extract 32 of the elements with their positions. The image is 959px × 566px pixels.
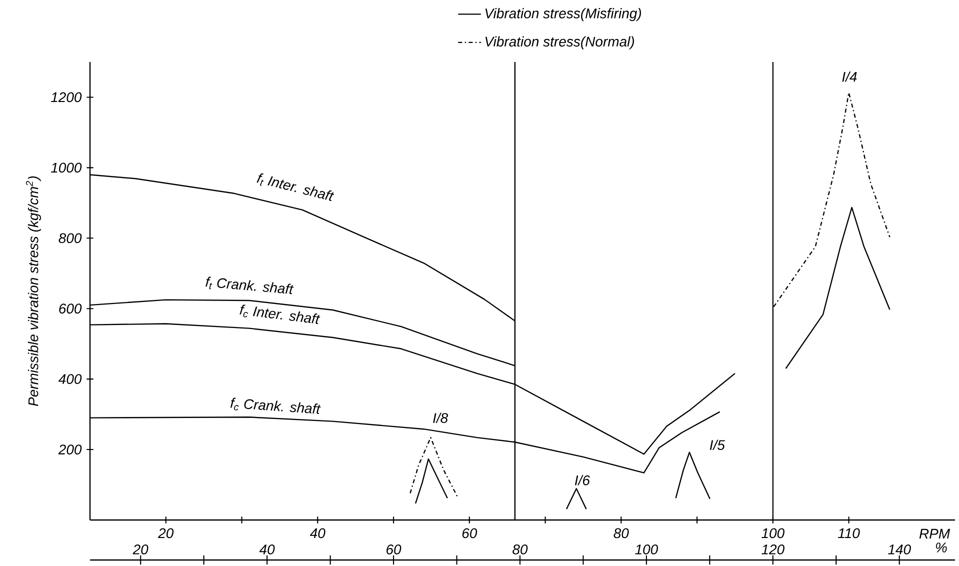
x2-tick-label: 120	[762, 544, 784, 554]
x-tick-label: 100	[762, 528, 784, 538]
annotation: I/8	[433, 412, 448, 423]
legend-label: Vibration stress(Normal)	[485, 36, 634, 50]
annotation: f$_{c}$ Inter. shaft	[240, 304, 320, 324]
y-tick-label: 1200	[50, 92, 82, 102]
y-tick-label: 600	[59, 304, 82, 314]
y-axis-title: Permissible vibration stress (kgf/cm$^{2}$)	[26, 176, 41, 406]
annotation: I/5	[710, 440, 725, 450]
x2-tick-label: 40	[259, 544, 275, 554]
annotation: f$_{c}$ Crank. shaft	[230, 398, 321, 414]
x-tick-label: 60	[462, 528, 478, 538]
x2-tick-label: 20	[132, 544, 148, 554]
x2-tick-label: 140	[888, 544, 911, 554]
x2-tick-label: 80	[512, 544, 528, 554]
x-tick-label: 80	[614, 528, 629, 538]
annotation: I/6	[574, 475, 590, 486]
y-tick-label: 200	[58, 444, 82, 454]
x-tick-label: 20	[158, 528, 174, 538]
x2-tick-label: 100	[635, 544, 658, 554]
annotation: f$_{t}$ Crank. shaft	[206, 276, 294, 294]
x-tick-label: 110	[838, 528, 860, 538]
x-axis-title: RPM	[919, 528, 950, 539]
x2-axis-title: %	[936, 542, 947, 552]
y-tick-label: 400	[58, 374, 82, 384]
legend-label: Vibration stress(Misfiring)	[485, 8, 642, 22]
x-tick-label: 40	[310, 528, 326, 538]
annotation: f$_{t}$ Inter. shaft	[256, 173, 334, 201]
x2-tick-label: 60	[386, 544, 402, 554]
annotation: I/4	[842, 72, 857, 82]
y-tick-label: 800	[58, 233, 82, 244]
y-tick-label: 1000	[50, 162, 82, 173]
